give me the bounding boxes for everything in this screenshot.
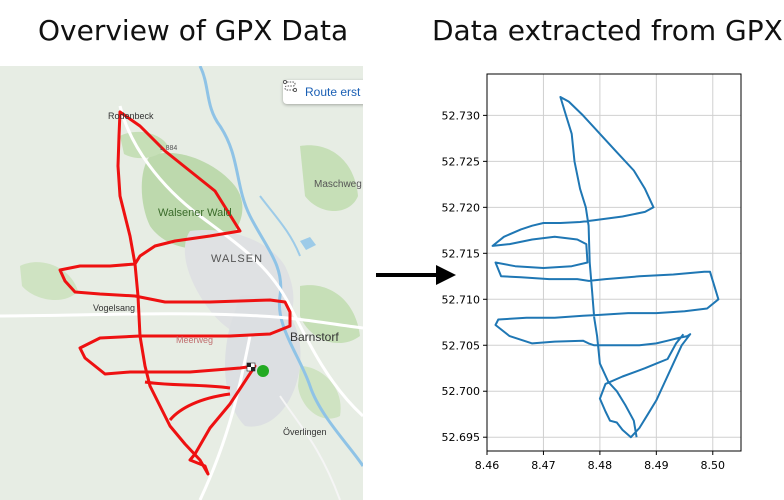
- x-tick-label: 8.49: [644, 459, 669, 472]
- right-title: Data extracted from GPX: [432, 14, 783, 47]
- start-marker-icon: [257, 365, 269, 377]
- place-label-walsener-wald: Walsener Wald: [158, 207, 232, 219]
- road-label: L 884: [160, 145, 177, 152]
- plot-frame: [486, 73, 742, 452]
- left-title: Overview of GPX Data: [38, 14, 349, 47]
- road: [0, 312, 363, 330]
- forest-area: [300, 145, 358, 211]
- x-tick-label: 8.46: [475, 459, 500, 472]
- pond: [300, 237, 316, 250]
- place-label-overlingen: Överlingen: [283, 427, 327, 437]
- gpx-chart: 8.46 8.47 8.48 8.49 8.50 52.695 52.700 52.705 52…: [442, 73, 742, 472]
- gpx-route: [144, 380, 231, 421]
- y-tick-label: 52.715: [442, 247, 481, 260]
- road: [198, 335, 252, 500]
- place-label-vogelsang: Vogelsang: [93, 303, 135, 313]
- forest-area: [300, 285, 360, 344]
- road-label-maschweg: Maschweg: [314, 179, 362, 190]
- gpx-route: [58, 110, 292, 476]
- forest-area: [141, 152, 243, 249]
- x-tick-label: 8.48: [588, 459, 613, 472]
- map-view[interactable]: Rodenbeck L 884 Walsener Wald WALSEN Mas…: [0, 66, 363, 500]
- y-tick-label: 52.710: [442, 293, 481, 306]
- road: [118, 105, 363, 418]
- map-canvas: Rodenbeck L 884 Walsener Wald WALSEN Mas…: [0, 66, 363, 500]
- y-tick-label: 52.695: [442, 431, 481, 444]
- place-label-rodenbeck: Rodenbeck: [108, 111, 154, 121]
- y-tick-label: 52.705: [442, 339, 481, 352]
- route-icon: [283, 80, 305, 104]
- y-tick-label: 52.725: [442, 155, 481, 168]
- route-create-button[interactable]: Route erst: [283, 80, 363, 104]
- route-create-label: Route erst: [305, 85, 361, 99]
- right-arrow-icon: [376, 265, 456, 285]
- river: [259, 195, 301, 257]
- river: [198, 66, 363, 467]
- place-label-barnstorf: Barnstorf: [290, 330, 339, 344]
- y-tick-label: 52.730: [442, 109, 481, 122]
- finish-flag-icon: [246, 362, 256, 372]
- forest-area: [20, 262, 78, 301]
- gpx-track-line: [491, 96, 720, 439]
- road-label-meerweg: Meerweg: [176, 335, 213, 345]
- x-tick-label: 8.47: [531, 459, 556, 472]
- x-tick-label: 8.50: [701, 459, 726, 472]
- road: [279, 395, 341, 500]
- y-tick-label: 52.720: [442, 201, 481, 214]
- y-tick-label: 52.700: [442, 385, 481, 398]
- place-label-walsen: WALSEN: [211, 253, 263, 265]
